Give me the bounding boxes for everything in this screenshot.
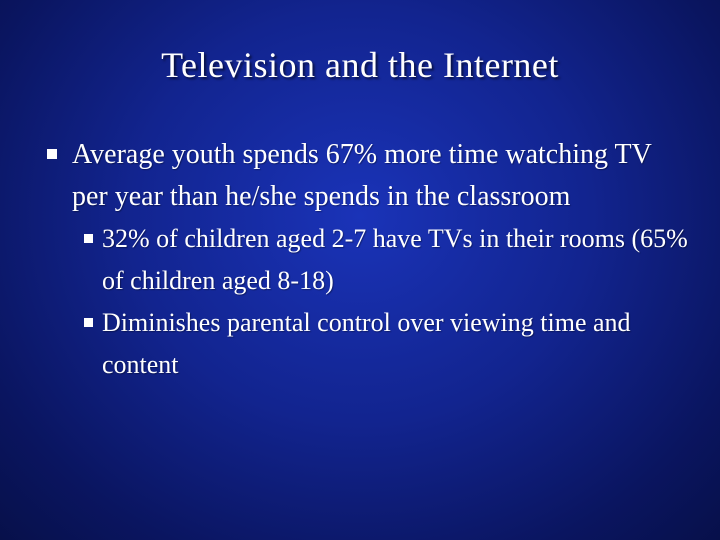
sub-bullet-item: Diminishes parental control over viewing…	[72, 302, 694, 386]
slide-body: Average youth spends 67% more time watch…	[44, 134, 694, 386]
bullet-text: Average youth spends 67% more time watch…	[72, 139, 652, 212]
bullet-item: Average youth spends 67% more time watch…	[44, 134, 694, 218]
slide-title: Television and the Internet	[161, 45, 559, 85]
square-bullet-icon	[47, 149, 57, 159]
sub-bullet-text: Diminishes parental control over viewing…	[102, 308, 631, 379]
sub-bullet-text: 32% of children aged 2-7 have TVs in the…	[102, 224, 688, 295]
square-bullet-icon	[84, 318, 93, 327]
square-bullet-icon	[84, 234, 93, 243]
sub-bullet-item: 32% of children aged 2-7 have TVs in the…	[72, 218, 694, 302]
